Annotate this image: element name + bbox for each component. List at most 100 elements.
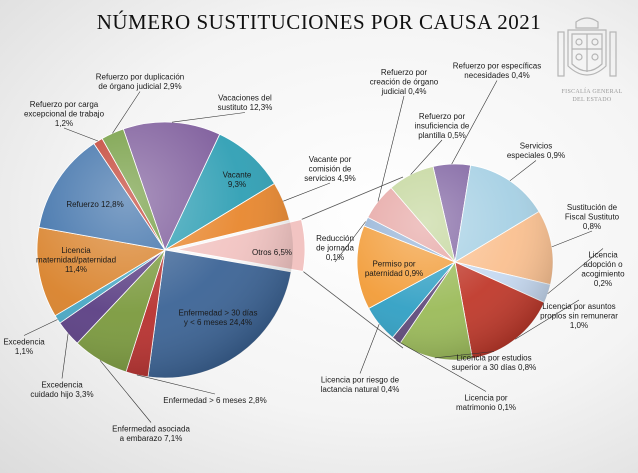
main-leader-enfermedad-asociada-a-embarazo [99,360,152,423]
emblem-caption-line2: DEL ESTADO [572,97,612,103]
main-label-line: Otros 6,5% [252,248,292,257]
secondary-label-licencia-por-asuntos-propios-sin-remunerar: Licencia por asuntos propios sin remunera… [540,302,618,330]
secondary-leader-refuerzo-por-especificas-necesidades [451,80,498,165]
secondary-label-line: de jornada [316,244,354,253]
secondary-label-line: Licencia [588,251,618,260]
main-label-vacaciones-del-sustituto: Vacaciones del sustituto 12,3% [218,94,273,113]
main-label-enfermedad-30-dias-y-6-meses: Enfermedad > 30 días y < 6 meses 24,4% [179,309,258,328]
secondary-label-refuerzo-por-especificas-necesidades: Refuerzo por específicas necesidades 0,4% [453,62,542,81]
secondary-leader-refuerzo-por-insuficiencia-de-plantilla [410,139,443,175]
secondary-label-line: superior a 30 días 0,8% [452,363,537,372]
main-leader-refuerzo-por-carga-excepcional-de-trabajo [63,127,99,142]
secondary-label-reduccion-de-jornada: Reducción de jornada 0,1% [316,234,354,262]
secondary-label-licencia-por-riesgo-de-lactancia-natural: Licencia por riesgo de lactancia natural … [321,376,400,395]
main-leader-vacante-por-comision-de-servicios [283,182,331,202]
secondary-leader-licencia-por-riesgo-de-lactancia-natural [359,323,380,374]
secondary-label-servicios-especiales: Servicios especiales 0,9% [507,142,565,161]
secondary-label-line: Licencia por estudios [456,354,531,363]
main-label-otros: Otros 6,5% [252,248,292,257]
secondary-label-line: Refuerzo por específicas [453,62,542,71]
main-label-line: de órgano judicial 2,9% [98,82,181,91]
main-label-line: Enfermedad asociada [112,425,190,434]
secondary-label-line: 0,8% [583,222,601,231]
main-label-line: 9,3% [228,180,246,189]
main-label-line: Refuerzo por duplicación [96,73,185,82]
secondary-label-line: 0,2% [594,279,612,288]
leader-lines [23,80,604,423]
secondary-label-line: especiales 0,9% [507,151,565,160]
main-label-vacante: Vacante 9,3% [223,171,252,190]
main-label-line: cuidado hijo 3,3% [30,390,93,399]
secondary-label-line: matrimonio 0,1% [456,403,516,412]
secondary-label-line: propios sin remunerar [540,312,618,321]
secondary-label-line: Licencia por riesgo de [321,376,400,385]
main-label-enfermedad-6-meses: Enfermedad > 6 meses 2,8% [163,396,266,405]
main-label-excedencia: Excedencia 1,1% [3,338,45,357]
secondary-leader-refuerzo-por-creacion-de-organo-judicial [377,95,405,202]
secondary-label-line: necesidades 0,4% [464,71,529,80]
secondary-leader-licencia-por-matrimonio [396,340,487,392]
secondary-label-line: Licencia por asuntos [542,302,615,311]
secondary-label-line: Fiscal Sustituto [565,213,620,222]
main-label-line: a embarazo 7,1% [120,434,183,443]
secondary-label-line: 0,1% [326,253,344,262]
main-leader-refuerzo-por-duplicacion-de-organo-judicial [112,91,141,134]
main-label-licencia-maternidad-paternidad: Licencia maternidad/paternidad 11,4% [36,246,116,274]
secondary-leader-licencia-por-asuntos-propios-sin-remunerar [515,299,580,340]
main-leader-vacaciones-del-sustituto [171,112,246,123]
main-label-line: Excedencia [41,381,83,390]
chart-title: NÚMERO SUSTITUCIONES POR CAUSA 2021 [96,10,542,34]
coat-of-arms-emblem [557,17,617,77]
secondary-label-line: insuficiencia de [415,122,470,131]
main-label-enfermedad-asociada-a-embarazo: Enfermedad asociada a embarazo 7,1% [112,425,190,444]
emblem-caption: FISCALÍA GENERAL DEL ESTADO [552,88,632,104]
main-label-line: Enfermedad > 30 días [179,309,258,318]
main-label-line: comisión de [309,165,352,174]
main-label-excedencia-cuidado-hijo: Excedencia cuidado hijo 3,3% [30,381,93,400]
main-leader-excedencia-cuidado-hijo [61,333,69,379]
main-label-line: Refuerzo por carga [30,100,99,109]
secondary-label-line: Licencia por [464,394,507,403]
main-label-line: Refuerzo 12,8% [66,200,123,209]
secondary-leader-reduccion-de-jornada [334,221,366,263]
main-label-line: Vacante por [309,155,352,164]
secondary-label-line: judicial 0,4% [381,87,427,96]
secondary-label-line: adopción o [583,260,623,269]
secondary-label-sustitucion-de-fiscal-sustituto: Sustitución de Fiscal Sustituto 0,8% [565,203,620,231]
secondary-leader-licencia-adopcion-o-acogimiento [547,248,604,294]
main-label-line: Licencia [61,246,91,255]
secondary-label-line: acogimiento [581,270,625,279]
secondary-label-line: creación de órgano [370,78,439,87]
secondary-label-refuerzo-por-insuficiencia-de-plantilla: Refuerzo por insuficiencia de plantilla 0,… [415,112,470,140]
secondary-label-line: 1,0% [570,321,588,330]
secondary-label-refuerzo-por-creacion-de-organo-judicial: Refuerzo por creación de órgano judicial 0… [370,68,439,96]
secondary-leader-sustitucion-de-fiscal-sustituto [551,230,593,248]
data-labels: Vacaciones del sustituto 12,3% Vacante 9,3%… [3,62,625,444]
main-label-refuerzo: Refuerzo 12,8% [66,200,123,209]
secondary-leader-licencia-por-estudios-superior-a-30-dias [434,351,495,359]
secondary-label-licencia-por-matrimonio: Licencia por matrimonio 0,1% [456,394,516,413]
secondary-label-line: plantilla 0,5% [418,131,466,140]
main-label-line: 1,1% [15,347,33,356]
main-label-line: Enfermedad > 6 meses 2,8% [163,396,266,405]
secondary-label-line: Servicios [520,142,552,151]
secondary-label-licencia-adopcion-o-acogimiento: Licencia adopción o acogimiento 0,2% [581,251,625,289]
main-label-line: excepcional de trabajo [24,110,105,119]
main-label-line: sustituto 12,3% [218,103,273,112]
main-label-refuerzo-por-carga-excepcional-de-trabajo: Refuerzo por carga excepcional de trabajo… [24,100,105,128]
secondary-label-line: Refuerzo por [419,112,466,121]
secondary-label-line: Refuerzo por [381,68,428,77]
main-label-line: servicios 4,9% [304,174,356,183]
main-label-line: Excedencia [3,338,45,347]
secondary-label-permiso-por-paternidad: Permiso por paternidad 0,9% [365,260,423,279]
secondary-leader-servicios-especiales [509,160,537,182]
main-label-line: maternidad/paternidad [36,256,116,265]
main-label-line: Vacante [223,171,252,180]
secondary-label-licencia-por-estudios-superior-a-30-dias: Licencia por estudios superior a 30 días … [452,354,537,373]
main-label-line: Vacaciones del [218,94,272,103]
main-label-line: 1,2% [55,119,73,128]
main-label-line: 11,4% [65,265,87,274]
main-leader-enfermedad-6-meses [136,374,216,395]
main-label-vacante-por-comision-de-servicios: Vacante por comisión de servicios 4,9% [304,155,356,183]
